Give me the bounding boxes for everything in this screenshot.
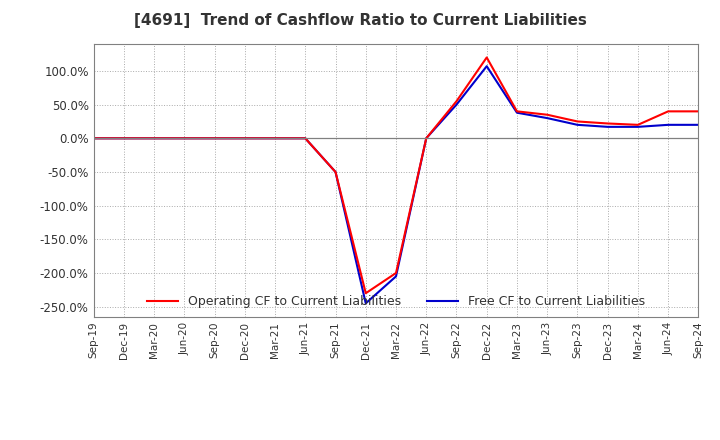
Free CF to Current Liabilities	[573, 122, 582, 128]
Operating CF to Current Liabilities	[452, 99, 461, 104]
Operating CF to Current Liabilities	[240, 136, 249, 141]
Free CF to Current Liabilities	[361, 301, 370, 306]
Free CF to Current Liabilities	[392, 274, 400, 279]
Free CF to Current Liabilities	[634, 124, 642, 129]
Operating CF to Current Liabilities	[271, 136, 279, 141]
Line: Free CF to Current Liabilities: Free CF to Current Liabilities	[94, 66, 698, 303]
Operating CF to Current Liabilities	[482, 55, 491, 60]
Legend: Operating CF to Current Liabilities, Free CF to Current Liabilities: Operating CF to Current Liabilities, Fre…	[142, 290, 650, 313]
Free CF to Current Liabilities	[301, 136, 310, 141]
Line: Operating CF to Current Liabilities: Operating CF to Current Liabilities	[94, 58, 698, 293]
Free CF to Current Liabilities	[694, 122, 703, 128]
Operating CF to Current Liabilities	[331, 169, 340, 175]
Operating CF to Current Liabilities	[664, 109, 672, 114]
Free CF to Current Liabilities	[89, 136, 98, 141]
Operating CF to Current Liabilities	[694, 109, 703, 114]
Free CF to Current Liabilities	[150, 136, 158, 141]
Free CF to Current Liabilities	[422, 136, 431, 141]
Free CF to Current Liabilities	[210, 136, 219, 141]
Free CF to Current Liabilities	[603, 124, 612, 129]
Free CF to Current Liabilities	[452, 102, 461, 107]
Free CF to Current Liabilities	[240, 136, 249, 141]
Operating CF to Current Liabilities	[573, 119, 582, 124]
Free CF to Current Liabilities	[271, 136, 279, 141]
Text: [4691]  Trend of Cashflow Ratio to Current Liabilities: [4691] Trend of Cashflow Ratio to Curren…	[134, 13, 586, 28]
Operating CF to Current Liabilities	[301, 136, 310, 141]
Free CF to Current Liabilities	[180, 136, 189, 141]
Operating CF to Current Liabilities	[89, 136, 98, 141]
Operating CF to Current Liabilities	[422, 136, 431, 141]
Operating CF to Current Liabilities	[120, 136, 128, 141]
Operating CF to Current Liabilities	[150, 136, 158, 141]
Operating CF to Current Liabilities	[513, 109, 521, 114]
Operating CF to Current Liabilities	[180, 136, 189, 141]
Free CF to Current Liabilities	[331, 169, 340, 175]
Operating CF to Current Liabilities	[634, 122, 642, 128]
Operating CF to Current Liabilities	[392, 270, 400, 275]
Operating CF to Current Liabilities	[603, 121, 612, 126]
Free CF to Current Liabilities	[543, 115, 552, 121]
Free CF to Current Liabilities	[664, 122, 672, 128]
Operating CF to Current Liabilities	[210, 136, 219, 141]
Free CF to Current Liabilities	[513, 110, 521, 115]
Free CF to Current Liabilities	[120, 136, 128, 141]
Free CF to Current Liabilities	[482, 64, 491, 69]
Operating CF to Current Liabilities	[543, 112, 552, 117]
Operating CF to Current Liabilities	[361, 290, 370, 296]
